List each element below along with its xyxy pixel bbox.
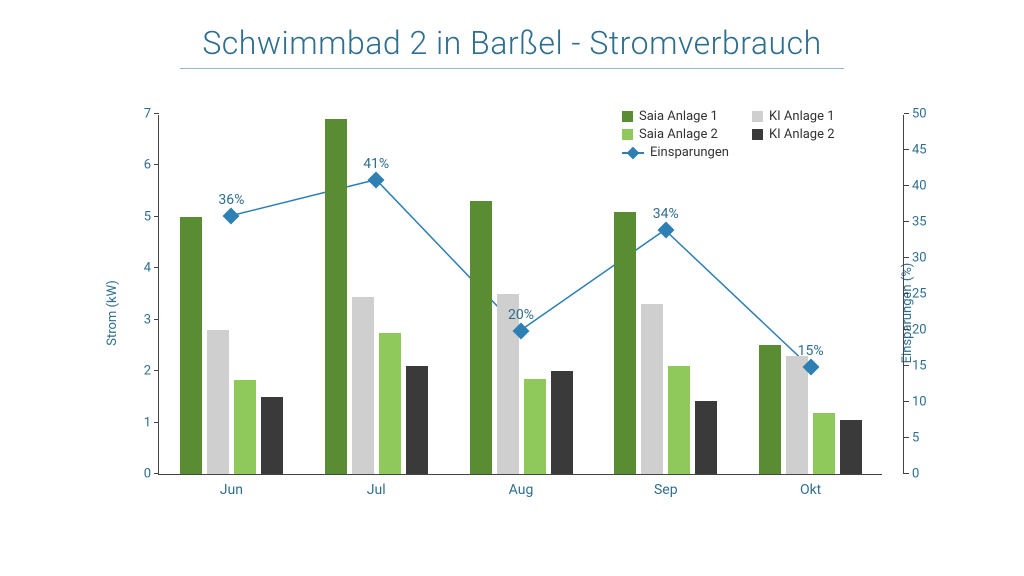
x-tick: Aug (509, 474, 534, 498)
bar (524, 379, 546, 474)
x-tick: Jun (220, 474, 243, 498)
bar (813, 413, 835, 474)
bar (261, 397, 283, 474)
legend-label: KI Anlage 1 (769, 109, 835, 124)
chart: Strom (kW) Einsparungen (%) Saia Anlage … (130, 115, 910, 510)
y-right-tick: 20 (904, 323, 927, 338)
swatch-icon (752, 111, 763, 122)
y-left-tick: 5 (144, 209, 159, 224)
legend-item: Saia Anlage 2 (622, 127, 732, 142)
y-right-tick: 25 (904, 287, 927, 302)
legend-label: Saia Anlage 2 (639, 127, 718, 142)
y-right-tick: 10 (904, 395, 927, 410)
line-value-label: 36% (218, 192, 244, 208)
legend-label: Einsparungen (650, 145, 729, 160)
y-left-tick: 2 (144, 364, 159, 379)
bar (379, 333, 401, 474)
legend-item: KI Anlage 2 (752, 127, 862, 142)
plot-area: Saia Anlage 1KI Anlage 1Saia Anlage 2KI … (158, 115, 882, 475)
title-underline (180, 68, 844, 69)
y-right-tick: 0 (904, 467, 919, 482)
swatch-icon (752, 129, 763, 140)
legend-label: Saia Anlage 1 (639, 109, 718, 124)
legend-item: Einsparungen (622, 145, 732, 160)
bar (786, 356, 808, 474)
y-right-tick: 40 (904, 179, 927, 194)
legend-item: KI Anlage 1 (752, 109, 862, 124)
x-tick: Sep (654, 474, 678, 498)
bar (234, 380, 256, 474)
bar (180, 217, 202, 474)
bar (207, 330, 229, 474)
bar (840, 420, 862, 474)
legend-item: Saia Anlage 1 (622, 109, 732, 124)
y-right-tick: 45 (904, 143, 927, 158)
y-left-tick: 1 (144, 415, 159, 430)
y-right-tick: 5 (904, 431, 919, 446)
y-right-tick: 35 (904, 215, 927, 230)
legend: Saia Anlage 1 KI Anlage 1 Saia Anlage 2 KI … (622, 109, 862, 163)
y-right-tick: 30 (904, 251, 927, 266)
bar (759, 345, 781, 474)
x-tick: Okt (800, 474, 821, 498)
bar (325, 119, 347, 474)
bar (641, 304, 663, 474)
legend-label: KI Anlage 2 (769, 127, 835, 142)
y-left-tick: 7 (144, 107, 159, 122)
bar (406, 366, 428, 474)
line-value-label: 34% (653, 206, 679, 222)
y-left-tick: 4 (144, 261, 159, 276)
y-right-tick: 50 (904, 107, 927, 122)
swatch-icon (622, 111, 633, 122)
diamond-icon (622, 152, 644, 154)
y-left-tick: 6 (144, 158, 159, 173)
bar (470, 201, 492, 474)
bar (695, 401, 717, 474)
y-right-tick: 15 (904, 359, 927, 374)
bar (614, 212, 636, 474)
line-value-label: 15% (798, 343, 824, 359)
y-left-tick: 0 (144, 467, 159, 482)
x-tick: Jul (367, 474, 386, 498)
bar (352, 297, 374, 474)
bar (668, 366, 690, 474)
page-title: Schwimmbad 2 in Barßel - Stromverbrauch (0, 0, 1024, 62)
swatch-icon (622, 129, 633, 140)
bar (551, 371, 573, 474)
y-axis-left-label: Strom (kW) (105, 280, 120, 345)
y-left-tick: 3 (144, 312, 159, 327)
line-value-label: 20% (508, 307, 534, 323)
line-value-label: 41% (363, 156, 389, 172)
